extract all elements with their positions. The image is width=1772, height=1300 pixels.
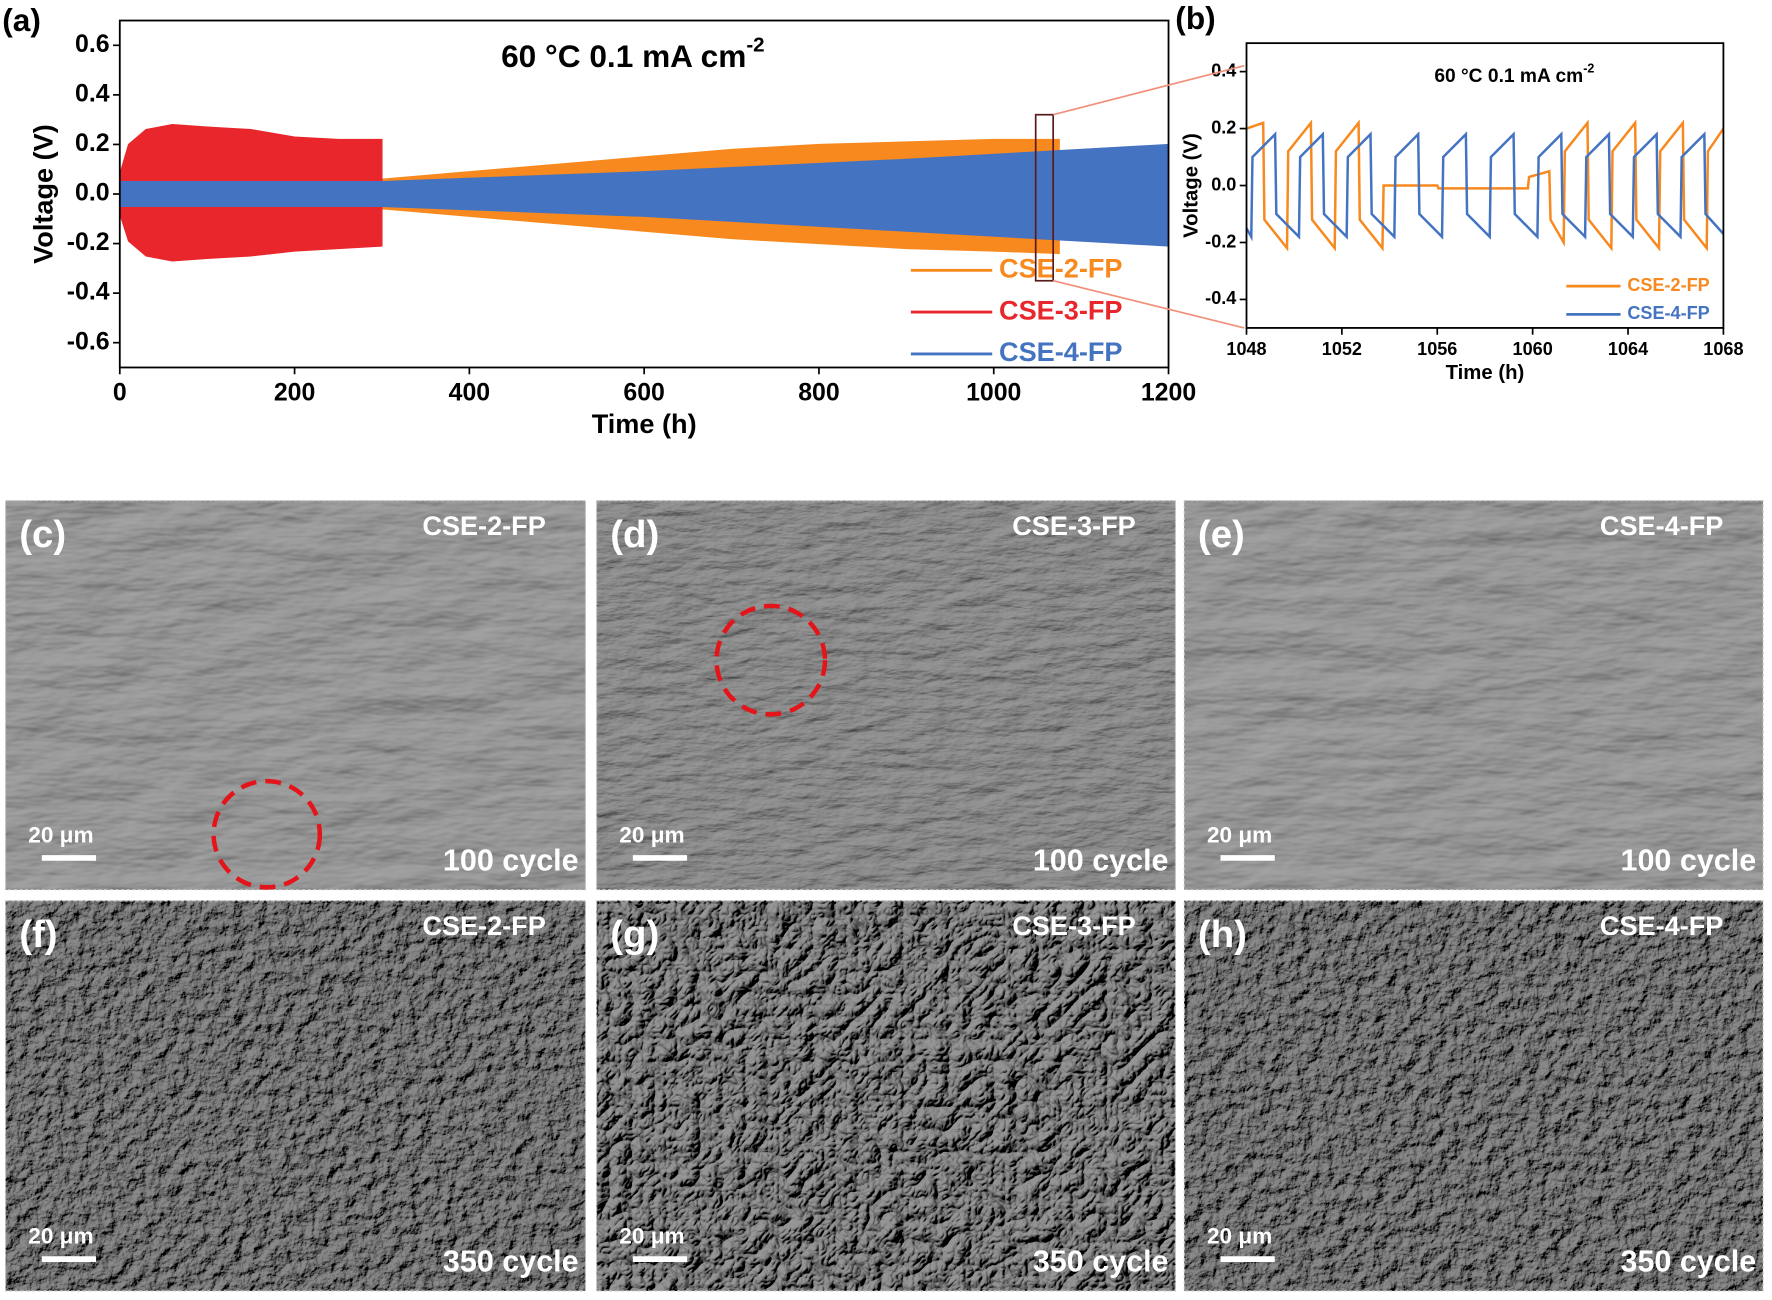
- sem-image: [596, 900, 1176, 1291]
- x-tick-label: 1068: [1703, 339, 1743, 359]
- x-tick-label: 1064: [1608, 339, 1648, 359]
- zoom-connector: [1052, 279, 1245, 329]
- panel-border: [1183, 500, 1764, 891]
- chart-title: 60 °C 0.1 mA cm-2: [501, 34, 765, 75]
- panel-border: [596, 500, 1176, 891]
- chart-1: 104810521056106010641068-0.4-0.20.00.20.…: [1175, 0, 1743, 384]
- title-text: 60 °C 0.1 mA cm: [501, 38, 746, 74]
- sample-label: CSE-4-FP: [1600, 910, 1724, 941]
- sem-image: [5, 900, 586, 1291]
- panel-label: (c): [19, 513, 66, 556]
- sem-panel: (e) CSE-4-FP 20 μm 100 cycle: [1183, 500, 1764, 891]
- panel-label: (b): [1175, 0, 1215, 36]
- y-tick-label: 0.0: [75, 179, 110, 207]
- scale-label: 20 μm: [28, 822, 93, 847]
- y-axis-label: Voltage (V): [27, 124, 58, 264]
- scale-label: 20 μm: [1207, 822, 1272, 847]
- title-superscript: -2: [1583, 62, 1594, 76]
- chart-title: 60 °C 0.1 mA cm-2: [1434, 62, 1594, 87]
- panel-border: [5, 500, 586, 891]
- legend-label: CSE-2-FP: [1627, 275, 1709, 295]
- sample-label: CSE-3-FP: [1012, 910, 1136, 941]
- sem-panel: (d) CSE-3-FP 20 μm 100 cycle: [596, 500, 1176, 891]
- sem-image: [596, 500, 1176, 890]
- scale-label: 20 μm: [28, 1224, 93, 1249]
- title-superscript: -2: [746, 34, 764, 57]
- highlight-circle: [211, 778, 323, 890]
- cycle-label: 350 cycle: [443, 1245, 579, 1279]
- panel-border: [1183, 900, 1764, 1292]
- voltage-line: [1246, 119, 1724, 252]
- zoom-box: [1034, 113, 1055, 282]
- y-tick-label: -0.4: [1205, 288, 1236, 308]
- panel-label: (h): [1198, 913, 1247, 956]
- legend-label: CSE-2-FP: [999, 252, 1123, 283]
- panel-border: [5, 900, 586, 1292]
- x-axis-label: Time (h): [1446, 362, 1525, 384]
- y-tick-label: 0.4: [75, 79, 110, 107]
- cycle-label: 100 cycle: [1620, 844, 1756, 878]
- y-tick-label: 0.2: [1211, 117, 1236, 137]
- sem-panel: (g) CSE-3-FP 20 μm 350 cycle: [596, 900, 1176, 1292]
- x-tick-label: 0: [113, 378, 127, 406]
- y-axis-label: Voltage (V): [1181, 133, 1203, 238]
- highlight-circle: [714, 603, 828, 717]
- x-tick-label: 400: [449, 378, 490, 406]
- x-tick-label: 1052: [1322, 339, 1362, 359]
- legend-label: CSE-3-FP: [999, 294, 1123, 325]
- panel-label: (e): [1198, 513, 1245, 556]
- x-axis-label: Time (h): [592, 408, 697, 439]
- zoom-connector: [1052, 64, 1245, 116]
- panel-label: (a): [2, 2, 41, 38]
- sem-panel: (c) CSE-2-FP 20 μm 100 cycle: [5, 500, 586, 891]
- voltage-band: [119, 143, 1169, 247]
- sem-image: [1184, 500, 1763, 890]
- chart-0: 0 200 400 600 800 1000 1200 -0.6 -0.4 -0.2 0.0 0.2 0…: [2, 2, 1196, 439]
- cycle-label: 100 cycle: [443, 844, 579, 878]
- scale-label: 20 μm: [1207, 1224, 1272, 1249]
- voltage-line: [1246, 131, 1724, 242]
- x-tick-label: 600: [623, 378, 664, 406]
- x-tick-label: 1056: [1417, 339, 1457, 359]
- x-tick-label: 1060: [1513, 339, 1553, 359]
- panel-border: [596, 900, 1176, 1292]
- x-tick-label: 1048: [1226, 339, 1266, 359]
- cycle-label: 100 cycle: [1033, 844, 1169, 878]
- plot-area: [119, 124, 1169, 262]
- panel-label: (f): [19, 913, 57, 956]
- plot-area: [1246, 119, 1724, 252]
- x-tick-label: 1200: [1141, 378, 1196, 406]
- sample-label: CSE-3-FP: [1012, 510, 1136, 541]
- cycle-label: 350 cycle: [1033, 1245, 1169, 1279]
- y-tick-label: -0.4: [67, 278, 110, 306]
- title-text: 60 °C 0.1 mA cm: [1434, 66, 1583, 87]
- y-tick-label: -0.2: [67, 228, 110, 256]
- scale-label: 20 μm: [619, 822, 684, 847]
- panel-label: (g): [610, 913, 659, 956]
- sem-image: [1184, 900, 1763, 1291]
- x-tick-label: 800: [798, 378, 839, 406]
- sem-panel: (h) CSE-4-FP 20 μm 350 cycle: [1183, 900, 1764, 1292]
- cycle-label: 350 cycle: [1620, 1245, 1756, 1279]
- y-tick-label: 0.2: [75, 129, 110, 157]
- x-tick-label: 200: [274, 378, 315, 406]
- legend-label: CSE-4-FP: [1627, 303, 1709, 323]
- x-tick-label: 1000: [966, 378, 1021, 406]
- sample-label: CSE-2-FP: [422, 510, 546, 541]
- y-tick-label: 0.0: [1211, 174, 1236, 194]
- sample-label: CSE-4-FP: [1600, 510, 1724, 541]
- sem-image: [5, 500, 586, 890]
- scale-label: 20 μm: [619, 1224, 684, 1249]
- legend-label: CSE-4-FP: [999, 336, 1123, 367]
- y-tick-label: -0.2: [1205, 231, 1236, 251]
- sample-label: CSE-2-FP: [422, 910, 546, 941]
- y-tick-label: 0.6: [75, 30, 110, 58]
- y-tick-label: -0.6: [67, 327, 110, 355]
- sem-panel: (f) CSE-2-FP 20 μm 350 cycle: [5, 900, 586, 1292]
- panel-label: (d): [610, 513, 659, 556]
